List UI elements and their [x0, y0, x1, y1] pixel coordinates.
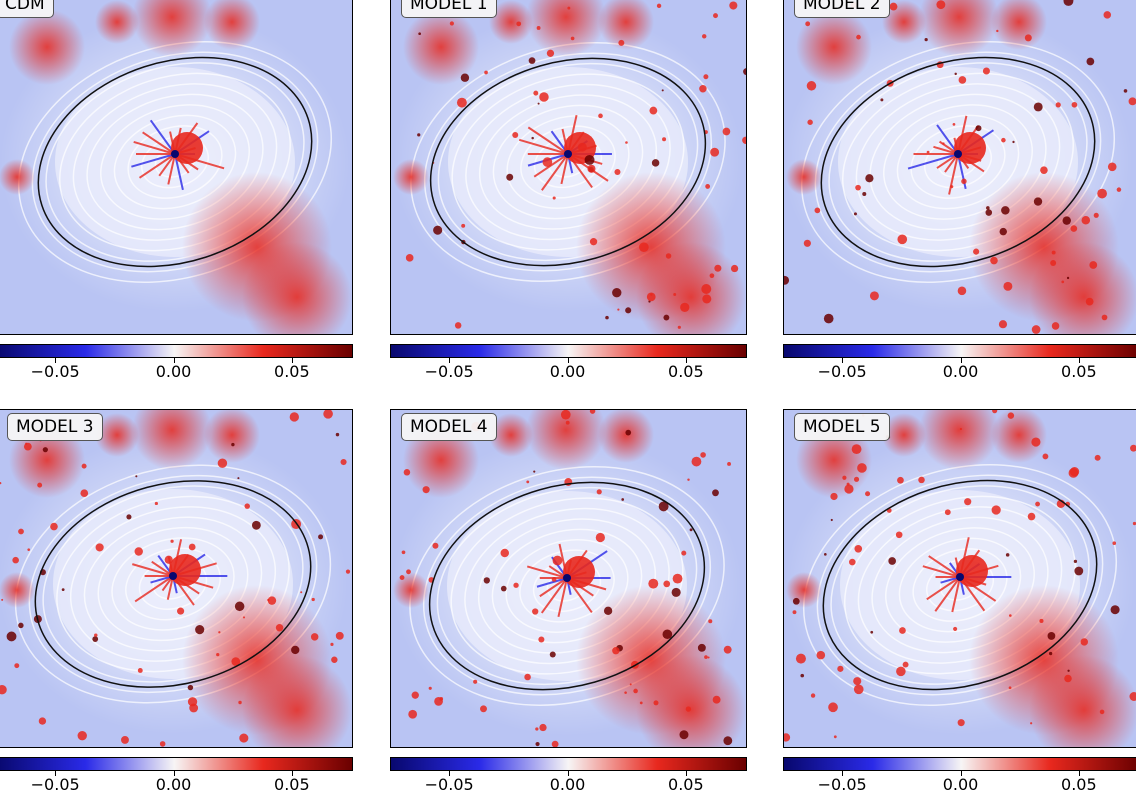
map-image [0, 0, 352, 334]
map-image [0, 410, 352, 747]
panel-model-5: MODEL 5 −0.05 0.00 0.05 [783, 409, 1136, 795]
colorbar-tick-label: 0.05 [1061, 362, 1097, 381]
density-map [390, 409, 747, 748]
density-map [783, 0, 1136, 335]
colorbar-tick-label: 0.05 [668, 775, 704, 794]
colorbar-tick [1078, 771, 1080, 776]
colorbar-tick-label: −0.05 [817, 775, 867, 794]
map-image [391, 0, 746, 334]
panel-label: MODEL 3 [7, 413, 103, 441]
colorbar-tick-label: 0.00 [549, 362, 586, 381]
colorbar-tick-label: 0.00 [942, 362, 979, 381]
colorbar-tick [449, 358, 451, 363]
colorbar-tick-label: 0.05 [1061, 775, 1097, 794]
colorbar [0, 344, 353, 358]
colorbar [783, 344, 1136, 358]
panel-cdm: CDM −0.05 0.00 0.05 [0, 0, 353, 382]
panel-label: CDM [0, 0, 54, 18]
contour-line [822, 479, 1098, 691]
colorbar-tick [173, 358, 175, 363]
colorbar-tick [291, 771, 293, 776]
panel-model-4: MODEL 4 −0.05 0.00 0.05 [390, 409, 747, 795]
panel-model-3: MODEL 3 −0.05 0.00 0.05 [0, 409, 353, 795]
colorbar-tick-label: 0.05 [274, 775, 310, 794]
colorbar-tick-label: 0.05 [274, 362, 310, 381]
colorbar-tick-label: −0.05 [424, 362, 474, 381]
panel-model-1: MODEL 1 −0.05 0.00 0.05 [390, 0, 747, 382]
map-image [391, 410, 746, 747]
contour-line [820, 56, 1096, 268]
colorbar [390, 344, 747, 358]
density-map [0, 409, 353, 748]
colorbar-tick [173, 771, 175, 776]
colorbar [783, 757, 1136, 771]
density-map [0, 0, 353, 335]
density-map [390, 0, 747, 335]
contour-line [34, 480, 312, 688]
colorbar-tick-label: −0.05 [424, 775, 474, 794]
colorbar-tick [1078, 358, 1080, 363]
colorbar-tick [55, 771, 57, 776]
colorbar-tick [960, 358, 962, 363]
colorbar-tick [842, 358, 844, 363]
colorbar-tick-label: 0.00 [549, 775, 586, 794]
colorbar-tick-label: 0.00 [942, 775, 979, 794]
colorbar-tick [842, 771, 844, 776]
colorbar-tick [55, 358, 57, 363]
colorbar-tick-label: 0.00 [155, 775, 192, 794]
density-map [783, 409, 1136, 748]
colorbar-tick-label: −0.05 [817, 362, 867, 381]
contour-line [37, 56, 313, 268]
panel-label: MODEL 4 [401, 413, 497, 441]
colorbar-tick-label: −0.05 [30, 775, 80, 794]
contour-line [428, 481, 706, 691]
colorbar [390, 757, 747, 771]
panel-label: MODEL 5 [794, 413, 890, 441]
contour-line [429, 57, 707, 267]
colorbar-tick [291, 358, 293, 363]
colorbar-tick-label: −0.05 [30, 362, 80, 381]
colorbar-tick [449, 771, 451, 776]
colorbar-tick [567, 358, 569, 363]
panel-model-2: MODEL 2 −0.05 0.00 0.05 [783, 0, 1136, 382]
panel-label: MODEL 1 [401, 0, 497, 18]
map-image [784, 410, 1136, 747]
panel-label: MODEL 2 [794, 0, 890, 18]
colorbar-tick-label: 0.05 [668, 362, 704, 381]
colorbar-tick [685, 358, 687, 363]
colorbar-tick [567, 771, 569, 776]
colorbar-tick [685, 771, 687, 776]
colorbar [0, 757, 353, 771]
colorbar-tick-label: 0.00 [155, 362, 192, 381]
map-image [784, 0, 1136, 334]
colorbar-tick [960, 771, 962, 776]
